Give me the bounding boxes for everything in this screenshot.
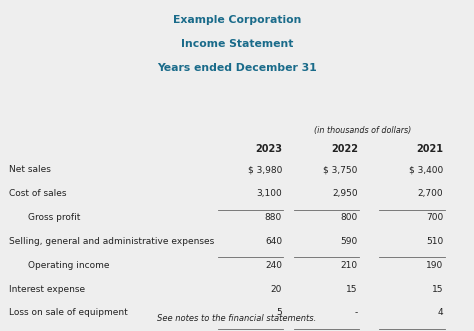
Text: 640: 640 <box>265 237 282 246</box>
Text: Years ended December 31: Years ended December 31 <box>157 63 317 72</box>
Text: Cost of sales: Cost of sales <box>9 189 67 198</box>
Text: (in thousands of dollars): (in thousands of dollars) <box>314 126 411 135</box>
Text: 3,100: 3,100 <box>256 189 282 198</box>
Text: 210: 210 <box>341 261 358 270</box>
Text: 4: 4 <box>438 308 443 317</box>
Text: Loss on sale of equipment: Loss on sale of equipment <box>9 308 128 317</box>
Text: 2,950: 2,950 <box>332 189 358 198</box>
Text: Income Statement: Income Statement <box>181 39 293 49</box>
Text: 5: 5 <box>276 308 282 317</box>
Text: See notes to the financial statements.: See notes to the financial statements. <box>157 314 317 323</box>
Text: 2,700: 2,700 <box>418 189 443 198</box>
Text: 880: 880 <box>265 213 282 222</box>
Text: 510: 510 <box>426 237 443 246</box>
Text: $ 3,400: $ 3,400 <box>409 166 443 174</box>
Text: Example Corporation: Example Corporation <box>173 15 301 25</box>
Text: 700: 700 <box>426 213 443 222</box>
Text: 2023: 2023 <box>255 144 282 154</box>
Text: 15: 15 <box>346 285 358 294</box>
Text: 20: 20 <box>271 285 282 294</box>
Text: 800: 800 <box>341 213 358 222</box>
Text: 590: 590 <box>341 237 358 246</box>
Text: $ 3,980: $ 3,980 <box>247 166 282 174</box>
Text: 2021: 2021 <box>416 144 443 154</box>
Text: Interest expense: Interest expense <box>9 285 86 294</box>
Text: 15: 15 <box>432 285 443 294</box>
Text: Net sales: Net sales <box>9 166 51 174</box>
Text: -: - <box>355 308 358 317</box>
Text: 2022: 2022 <box>331 144 358 154</box>
Text: Selling, general and administrative expenses: Selling, general and administrative expe… <box>9 237 215 246</box>
Text: Gross profit: Gross profit <box>28 213 81 222</box>
Text: 240: 240 <box>265 261 282 270</box>
Text: $ 3,750: $ 3,750 <box>323 166 358 174</box>
Text: 190: 190 <box>426 261 443 270</box>
Text: Operating income: Operating income <box>28 261 110 270</box>
